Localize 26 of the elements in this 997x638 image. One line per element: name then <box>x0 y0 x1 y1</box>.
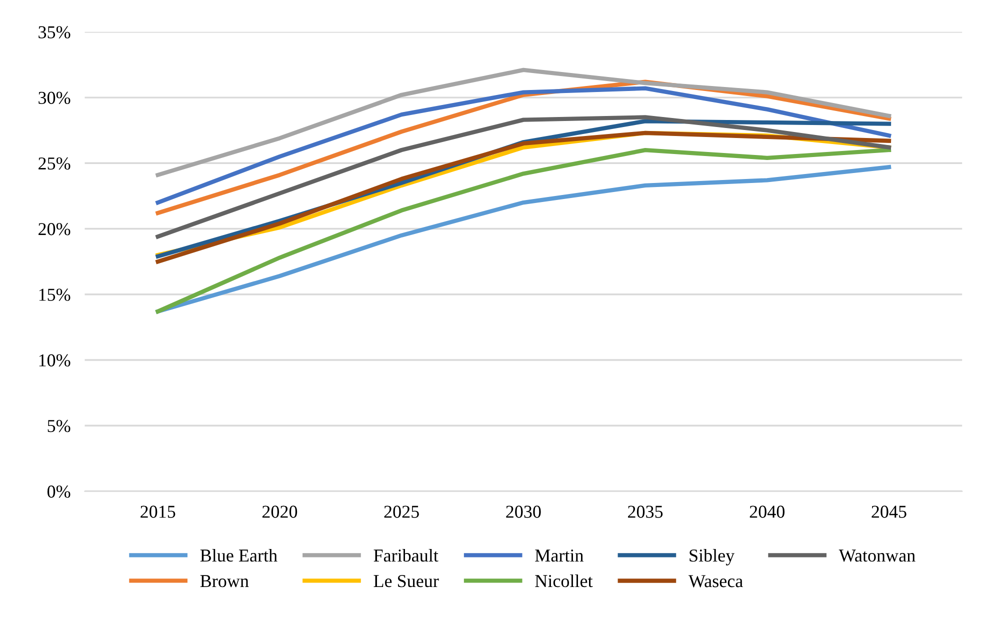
y-tick-label: 5% <box>48 420 70 432</box>
legend-label: Blue Earth <box>200 548 278 562</box>
y-tick-label: 20% <box>38 223 70 236</box>
x-tick-label: 2030 <box>506 506 541 518</box>
line-series <box>156 68 892 178</box>
legend-label: Nicollet <box>535 574 593 588</box>
line-series <box>156 115 892 239</box>
legend-label: Brown <box>200 575 249 588</box>
x-tick-label: 2025 <box>384 506 419 518</box>
x-tick-label: 2015 <box>140 506 176 518</box>
y-tick-label: 35% <box>38 26 70 38</box>
legend-label: Faribault <box>374 548 438 562</box>
y-tick-label: 15% <box>39 288 70 301</box>
x-tick-label: 2045 <box>872 506 906 518</box>
y-tick-label: 0% <box>47 486 70 498</box>
y-tick-label: 30% <box>38 92 70 104</box>
legend-label: Martin <box>535 550 584 562</box>
x-tick-label: 2020 <box>262 506 298 518</box>
y-tick-label: 10% <box>39 354 70 367</box>
y-tick-label: 25% <box>38 157 70 170</box>
legend-label: Waseca <box>688 575 743 588</box>
legend-label: Le Sueur <box>374 575 439 588</box>
legend-label: Sibley <box>690 548 735 566</box>
legend-label: Watonwan <box>838 550 916 562</box>
x-tick-label: 2040 <box>750 506 785 518</box>
x-tick-label: 2035 <box>628 506 663 518</box>
